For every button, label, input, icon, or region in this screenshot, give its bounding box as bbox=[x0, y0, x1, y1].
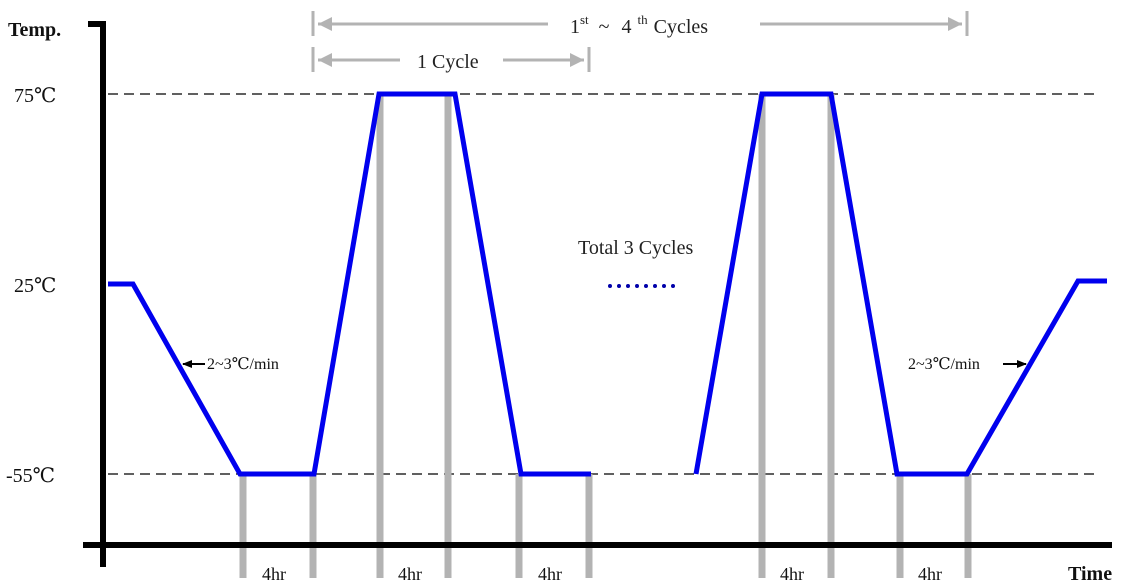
one-cycle-label: 1 Cycle bbox=[417, 51, 479, 73]
dwell-bars bbox=[239, 94, 972, 578]
y-tick-25: 25℃ bbox=[14, 275, 56, 297]
one-cycle-arrowhead-left bbox=[318, 53, 332, 67]
ramp-rate-right-label: 2~3℃/min bbox=[908, 356, 980, 373]
x-axis-label: Time bbox=[1068, 563, 1112, 583]
one-cycle-annotation: 1 Cycle bbox=[311, 47, 591, 73]
total-cycles-label: Total 3 Cycles bbox=[578, 237, 693, 259]
y-tick-75: 75℃ bbox=[14, 85, 56, 107]
dwell-label: 4hr bbox=[918, 564, 942, 583]
cycles-range-arrowhead-right bbox=[948, 17, 962, 31]
temperature-profile-left bbox=[108, 91, 591, 477]
one-cycle-arrowhead-right bbox=[570, 53, 584, 67]
dwell-label: 4hr bbox=[780, 564, 804, 583]
cycles-range-arrowhead-left bbox=[318, 17, 332, 31]
ellipsis-dots bbox=[608, 284, 675, 288]
ramp-rate-left-label: 2~3℃/min bbox=[207, 356, 279, 373]
temperature-profile-right bbox=[693, 91, 1107, 477]
dwell-label: 4hr bbox=[538, 564, 562, 583]
dwell-label: 4hr bbox=[262, 564, 286, 583]
y-axis-label: Temp. bbox=[8, 19, 61, 41]
y-tick-minus55: -55℃ bbox=[6, 465, 55, 487]
dwell-label: 4hr bbox=[398, 564, 422, 583]
